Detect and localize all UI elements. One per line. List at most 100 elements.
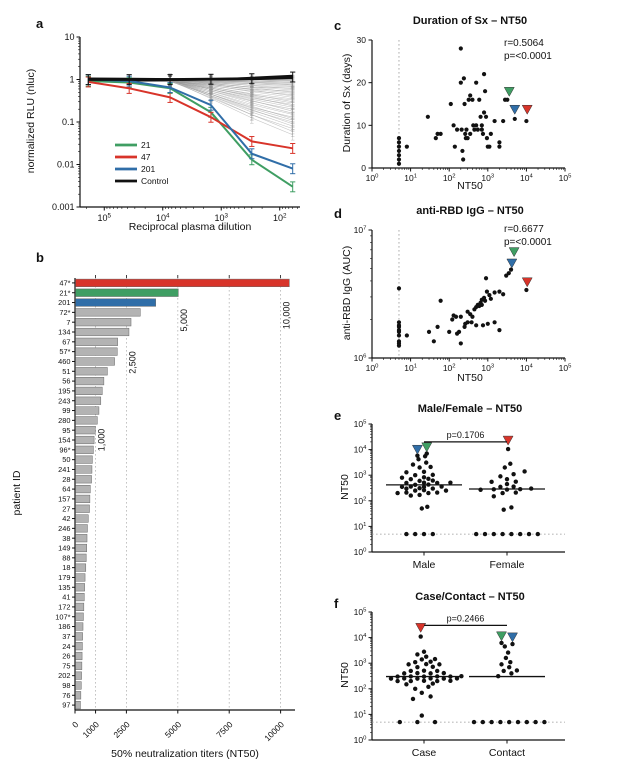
svg-text:30: 30 [357, 35, 367, 45]
svg-text:104: 104 [354, 633, 367, 643]
svg-text:Male: Male [413, 559, 436, 571]
svg-text:Control: Control [141, 176, 169, 186]
male-female-chart: 100 101 102 103 104 105 Male Female p=0.1706 [354, 419, 565, 571]
svg-text:101: 101 [354, 521, 367, 531]
svg-text:1: 1 [69, 75, 74, 85]
svg-text:7: 7 [66, 318, 70, 327]
nt50-bar-chart: 47*21*20172*71346757*4605156195243992809… [55, 275, 295, 743]
svg-text:41: 41 [62, 593, 70, 602]
svg-text:Case: Case [412, 747, 437, 759]
svg-text:97: 97 [62, 701, 70, 710]
svg-text:p=0.2466: p=0.2466 [447, 613, 485, 623]
svg-text:149: 149 [58, 544, 70, 553]
svg-text:0.01: 0.01 [57, 160, 75, 170]
svg-text:179: 179 [58, 573, 70, 582]
svg-text:105: 105 [98, 213, 112, 224]
svg-text:57*: 57* [59, 347, 70, 356]
anti-rbd-scatter-chart: 100 101 102 103 104 105 106 107 [354, 225, 572, 373]
svg-text:102: 102 [273, 213, 287, 224]
duration-sx-scatter-chart: 100 101 102 103 104 105 0 10 20 30 [357, 35, 573, 183]
svg-text:157: 157 [58, 495, 70, 504]
svg-text:103: 103 [354, 658, 367, 668]
svg-text:27: 27 [62, 504, 70, 513]
svg-text:243: 243 [58, 396, 70, 405]
svg-text:5000: 5000 [163, 719, 184, 740]
svg-text:0: 0 [70, 719, 81, 730]
svg-text:10: 10 [357, 120, 367, 130]
svg-text:101: 101 [404, 363, 417, 373]
svg-text:107*: 107* [55, 612, 70, 621]
svg-text:28: 28 [62, 475, 70, 484]
svg-text:42: 42 [62, 514, 70, 523]
svg-text:104: 104 [354, 445, 367, 455]
svg-text:105: 105 [354, 419, 367, 429]
neutralization-curves-chart: 10 1 0.1 0.01 0.001 105 104 103 102 21 47 201 Contro… [52, 32, 300, 224]
svg-text:241: 241 [58, 465, 70, 474]
svg-text:99: 99 [62, 406, 70, 415]
svg-text:24: 24 [62, 642, 70, 651]
svg-text:47*: 47* [59, 279, 70, 288]
svg-text:101: 101 [354, 709, 367, 719]
svg-text:21: 21 [141, 140, 151, 150]
svg-text:195: 195 [58, 387, 70, 396]
svg-text:10: 10 [64, 32, 74, 42]
svg-text:201: 201 [58, 298, 70, 307]
svg-text:100: 100 [366, 173, 379, 183]
svg-text:103: 103 [481, 173, 494, 183]
svg-text:Female: Female [489, 559, 524, 571]
svg-text:37: 37 [62, 632, 70, 641]
svg-text:104: 104 [520, 173, 533, 183]
svg-text:172: 172 [58, 603, 70, 612]
svg-text:21*: 21* [59, 288, 70, 297]
svg-text:2,500: 2,500 [127, 351, 137, 374]
svg-text:0.1: 0.1 [62, 117, 75, 127]
svg-text:102: 102 [354, 684, 367, 694]
svg-text:50: 50 [62, 455, 70, 464]
svg-text:107: 107 [354, 225, 367, 235]
svg-text:88: 88 [62, 553, 70, 562]
svg-text:98: 98 [62, 681, 70, 690]
svg-text:18: 18 [62, 563, 70, 572]
svg-text:75: 75 [62, 661, 70, 670]
svg-text:72*: 72* [59, 308, 70, 317]
svg-text:10000: 10000 [262, 719, 286, 743]
svg-text:105: 105 [559, 173, 572, 183]
svg-text:134: 134 [58, 328, 70, 337]
svg-text:106: 106 [354, 353, 367, 363]
svg-text:186: 186 [58, 622, 70, 631]
svg-text:0: 0 [361, 163, 366, 173]
svg-text:103: 103 [481, 363, 494, 373]
svg-text:105: 105 [354, 607, 367, 617]
svg-text:100: 100 [354, 735, 367, 745]
svg-text:20: 20 [357, 78, 367, 88]
svg-text:51: 51 [62, 367, 70, 376]
svg-text:201: 201 [141, 164, 155, 174]
svg-text:104: 104 [156, 213, 170, 224]
svg-text:67: 67 [62, 337, 70, 346]
svg-text:102: 102 [443, 363, 456, 373]
svg-text:102: 102 [354, 496, 367, 506]
svg-text:104: 104 [520, 363, 533, 373]
svg-text:460: 460 [58, 357, 70, 366]
svg-text:10,000: 10,000 [282, 302, 292, 330]
svg-text:100: 100 [366, 363, 379, 373]
svg-text:100: 100 [354, 547, 367, 557]
svg-text:105: 105 [559, 363, 572, 373]
svg-text:102: 102 [443, 173, 456, 183]
svg-text:76: 76 [62, 691, 70, 700]
svg-text:26: 26 [62, 652, 70, 661]
svg-text:1000: 1000 [81, 719, 102, 740]
svg-text:56: 56 [62, 377, 70, 386]
svg-text:95: 95 [62, 426, 70, 435]
svg-text:103: 103 [354, 470, 367, 480]
svg-text:101: 101 [404, 173, 417, 183]
svg-text:154: 154 [58, 436, 70, 445]
svg-text:135: 135 [58, 583, 70, 592]
svg-text:47: 47 [141, 152, 151, 162]
svg-text:2500: 2500 [111, 719, 132, 740]
svg-text:280: 280 [58, 416, 70, 425]
svg-text:64: 64 [62, 485, 70, 494]
case-contact-chart: 100 101 102 103 104 105 Case Contact p=0.2466 [354, 607, 565, 759]
svg-text:103: 103 [214, 213, 228, 224]
svg-text:0.001: 0.001 [52, 202, 75, 212]
